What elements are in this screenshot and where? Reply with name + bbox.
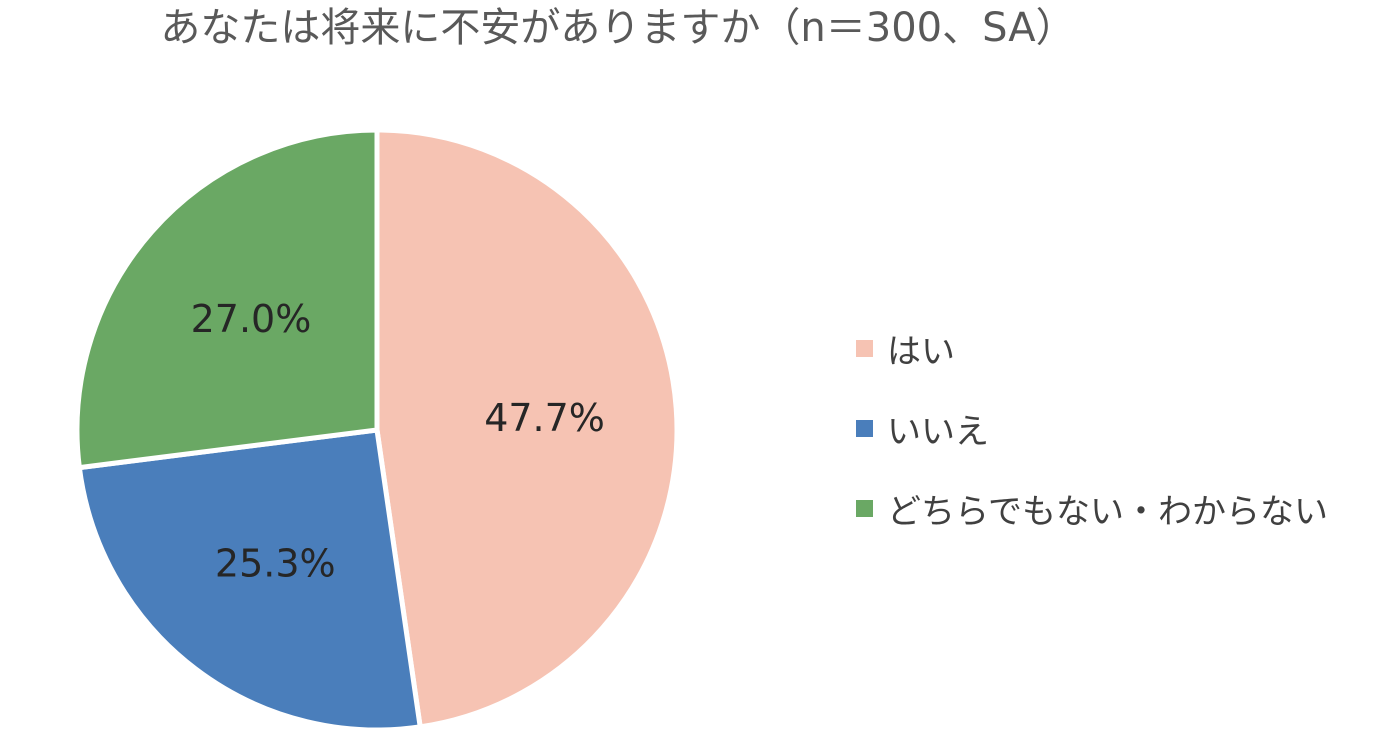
data-label-no: 25.3% bbox=[215, 542, 336, 586]
data-label-yes: 47.7% bbox=[484, 396, 605, 440]
legend-label: どちらでもない・わからない bbox=[887, 491, 1328, 532]
legend-item-yes: はい bbox=[856, 328, 1328, 372]
slice-yes bbox=[374, 127, 680, 730]
legend-swatch bbox=[856, 339, 873, 357]
legend-swatch bbox=[856, 419, 873, 437]
chart-title: あなたは将来に不安がありますか（n＝300、SA） bbox=[160, 5, 1076, 51]
legend: はいいいえどちらでもない・わからない bbox=[856, 328, 1328, 568]
slice-no bbox=[76, 427, 423, 733]
legend-item-neither: どちらでもない・わからない bbox=[856, 488, 1328, 532]
legend-label: はい bbox=[887, 331, 955, 372]
legend-swatch bbox=[856, 499, 873, 517]
slice-neither bbox=[74, 127, 380, 471]
legend-label: いいえ bbox=[887, 411, 989, 452]
data-label-neither: 27.0% bbox=[191, 297, 312, 341]
legend-item-no: いいえ bbox=[856, 408, 1328, 452]
